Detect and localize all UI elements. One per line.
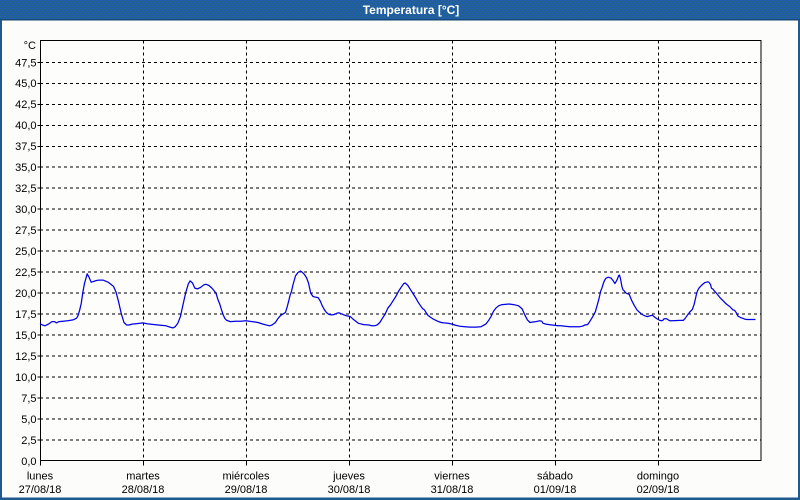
svg-text:35,0: 35,0 [15, 162, 36, 174]
svg-text:42,5: 42,5 [15, 99, 36, 111]
svg-text:5,0: 5,0 [21, 414, 36, 426]
svg-text:27,5: 27,5 [15, 225, 36, 237]
svg-text:22,5: 22,5 [15, 267, 36, 279]
svg-text:27/08/18: 27/08/18 [19, 484, 62, 496]
svg-text:0,0: 0,0 [21, 456, 36, 468]
svg-text:40,0: 40,0 [15, 120, 36, 132]
svg-text:37,5: 37,5 [15, 141, 36, 153]
svg-text:sábado: sábado [537, 471, 573, 483]
svg-text:02/09/18: 02/09/18 [637, 484, 680, 496]
svg-text:30/08/18: 30/08/18 [328, 484, 371, 496]
svg-text:martes: martes [126, 471, 160, 483]
svg-text:jueves: jueves [332, 471, 365, 483]
svg-text:viernes: viernes [434, 471, 470, 483]
svg-text:47,5: 47,5 [15, 57, 36, 69]
svg-text:31/08/18: 31/08/18 [431, 484, 474, 496]
svg-text:25,0: 25,0 [15, 246, 36, 258]
svg-text:15,0: 15,0 [15, 330, 36, 342]
svg-text:miércoles: miércoles [222, 471, 270, 483]
svg-text:domingo: domingo [637, 471, 679, 483]
svg-text:28/08/18: 28/08/18 [122, 484, 165, 496]
svg-text:20,0: 20,0 [15, 288, 36, 300]
svg-text:°C: °C [24, 40, 36, 52]
svg-text:01/09/18: 01/09/18 [534, 484, 577, 496]
svg-text:29/08/18: 29/08/18 [225, 484, 268, 496]
svg-text:30,0: 30,0 [15, 204, 36, 216]
svg-text:45,0: 45,0 [15, 78, 36, 90]
svg-text:17,5: 17,5 [15, 309, 36, 321]
svg-text:7,5: 7,5 [21, 393, 36, 405]
svg-text:lunes: lunes [27, 471, 54, 483]
svg-text:Temperatura [°C]: Temperatura [°C] [363, 3, 460, 17]
svg-text:12,5: 12,5 [15, 351, 36, 363]
svg-text:10,0: 10,0 [15, 372, 36, 384]
svg-text:32,5: 32,5 [15, 183, 36, 195]
svg-text:2,5: 2,5 [21, 435, 36, 447]
